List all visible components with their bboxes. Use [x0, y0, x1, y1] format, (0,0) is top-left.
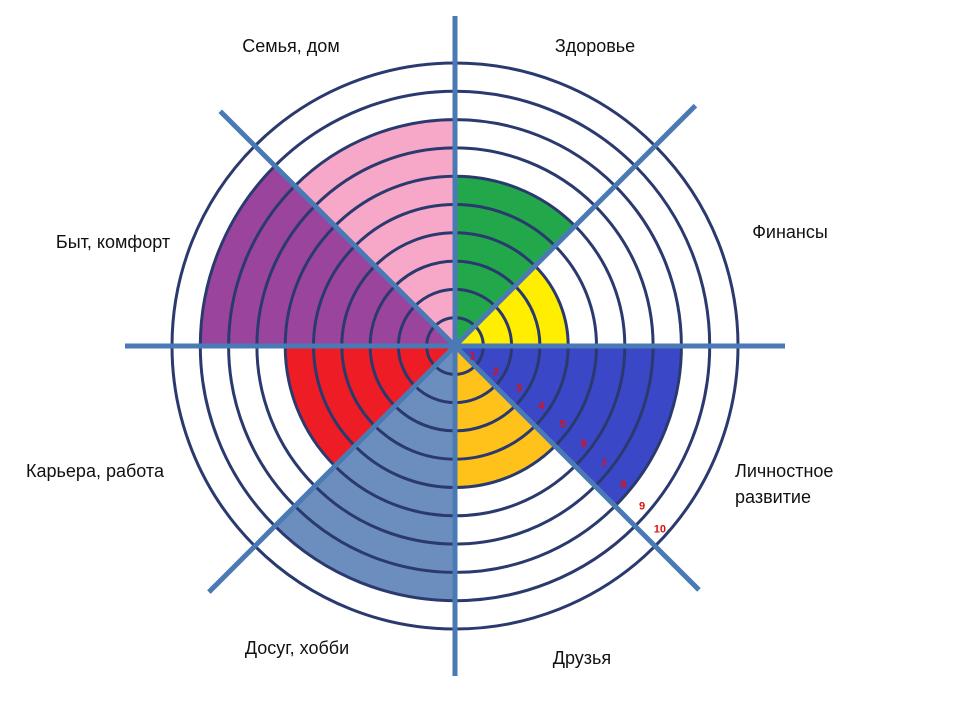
- axis-line: [218, 109, 457, 348]
- category-label: Досуг, хобби: [244, 638, 350, 658]
- category-label: Семья, дом: [242, 36, 340, 56]
- sector: [200, 165, 455, 346]
- sector: [285, 346, 455, 467]
- sector: [455, 346, 682, 507]
- axis-line: [453, 344, 701, 592]
- ring-label: 1: [469, 351, 475, 363]
- ring-label: 8: [620, 479, 626, 491]
- axis-line: [453, 103, 698, 348]
- axis-line: [207, 344, 457, 594]
- category-label: Здоровье: [554, 36, 636, 56]
- ring-label: 4: [538, 400, 545, 412]
- ring-label: 7: [601, 458, 607, 470]
- sector: [274, 346, 455, 601]
- category-label: Друзья: [552, 648, 612, 668]
- ring-label: 5: [560, 419, 566, 431]
- ring-label: 6: [581, 438, 587, 450]
- ring-label: 3: [516, 383, 522, 395]
- sector: [455, 265, 569, 346]
- ring-label: 10: [654, 523, 666, 535]
- ring-label: 9: [639, 501, 645, 513]
- ring-label: 2: [493, 366, 499, 378]
- sector: [455, 176, 576, 346]
- category-label: Финансы: [752, 222, 828, 242]
- category-label: Личностное развитие: [735, 461, 834, 507]
- category-label: Карьера, работа: [26, 461, 164, 481]
- sector: [294, 119, 455, 346]
- category-label: Быт, комфорт: [55, 232, 171, 252]
- sector: [455, 346, 556, 488]
